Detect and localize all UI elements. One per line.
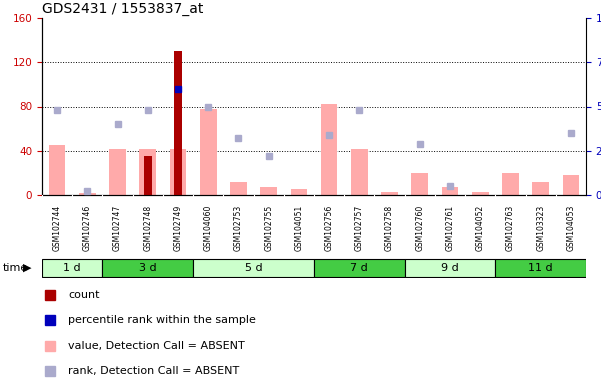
Bar bbox=[532, 182, 549, 195]
Text: count: count bbox=[68, 290, 100, 300]
Text: GSM102757: GSM102757 bbox=[355, 204, 364, 251]
Text: GSM102746: GSM102746 bbox=[83, 204, 92, 251]
Text: GSM102744: GSM102744 bbox=[53, 204, 62, 251]
Text: GSM104060: GSM104060 bbox=[204, 204, 213, 251]
Bar bbox=[260, 187, 277, 195]
Bar bbox=[200, 109, 216, 195]
Bar bbox=[169, 149, 186, 195]
FancyBboxPatch shape bbox=[314, 259, 404, 277]
Text: GSM102749: GSM102749 bbox=[174, 204, 183, 251]
Text: GSM102763: GSM102763 bbox=[506, 204, 515, 251]
Text: GSM104051: GSM104051 bbox=[294, 204, 304, 251]
Bar bbox=[351, 149, 368, 195]
Text: GSM102747: GSM102747 bbox=[113, 204, 122, 251]
Bar bbox=[230, 182, 247, 195]
Bar bbox=[174, 51, 182, 195]
Text: GSM102761: GSM102761 bbox=[445, 204, 454, 251]
Bar bbox=[49, 145, 66, 195]
Bar bbox=[381, 192, 398, 195]
Text: GSM102758: GSM102758 bbox=[385, 204, 394, 251]
Bar bbox=[321, 104, 337, 195]
Bar bbox=[502, 173, 519, 195]
Text: GDS2431 / 1553837_at: GDS2431 / 1553837_at bbox=[42, 2, 203, 16]
FancyBboxPatch shape bbox=[495, 259, 586, 277]
Text: 7 d: 7 d bbox=[350, 263, 368, 273]
Text: 11 d: 11 d bbox=[528, 263, 553, 273]
Text: GSM104052: GSM104052 bbox=[476, 204, 485, 251]
Bar bbox=[139, 149, 156, 195]
FancyBboxPatch shape bbox=[42, 259, 102, 277]
FancyBboxPatch shape bbox=[404, 259, 495, 277]
Text: 3 d: 3 d bbox=[139, 263, 157, 273]
Text: GSM102748: GSM102748 bbox=[143, 204, 152, 251]
Text: percentile rank within the sample: percentile rank within the sample bbox=[68, 315, 256, 325]
Bar bbox=[412, 173, 428, 195]
Text: GSM103323: GSM103323 bbox=[536, 204, 545, 251]
Text: 1 d: 1 d bbox=[64, 263, 81, 273]
Text: time: time bbox=[3, 263, 28, 273]
Text: ▶: ▶ bbox=[23, 263, 31, 273]
Text: GSM102755: GSM102755 bbox=[264, 204, 273, 251]
Text: GSM102753: GSM102753 bbox=[234, 204, 243, 251]
Bar bbox=[563, 175, 579, 195]
Text: GSM102756: GSM102756 bbox=[325, 204, 334, 251]
Text: GSM104053: GSM104053 bbox=[566, 204, 575, 251]
FancyBboxPatch shape bbox=[102, 259, 193, 277]
Text: 5 d: 5 d bbox=[245, 263, 263, 273]
Bar bbox=[79, 193, 96, 195]
Text: 9 d: 9 d bbox=[441, 263, 459, 273]
Bar bbox=[290, 189, 307, 195]
Text: value, Detection Call = ABSENT: value, Detection Call = ABSENT bbox=[68, 341, 245, 351]
Text: rank, Detection Call = ABSENT: rank, Detection Call = ABSENT bbox=[68, 366, 239, 376]
Bar bbox=[144, 156, 151, 195]
Bar bbox=[442, 187, 459, 195]
Text: GSM102760: GSM102760 bbox=[415, 204, 424, 251]
Bar bbox=[472, 192, 489, 195]
FancyBboxPatch shape bbox=[193, 259, 314, 277]
Bar bbox=[109, 149, 126, 195]
